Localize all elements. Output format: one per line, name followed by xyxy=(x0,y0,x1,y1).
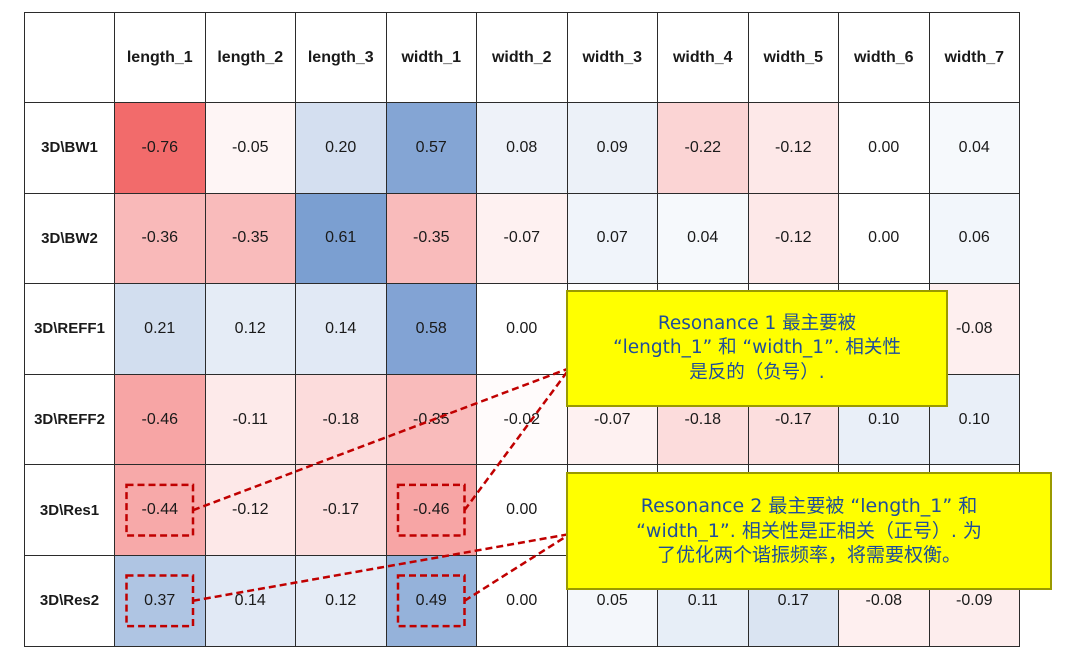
row-header: 3D\BW1 xyxy=(24,102,115,194)
heatmap-cell: -0.05 xyxy=(204,102,296,194)
heatmap-cell: -0.35 xyxy=(204,192,296,285)
column-header: length_3 xyxy=(295,12,387,103)
heatmap-cell: -0.17 xyxy=(295,464,387,556)
heatmap-cell: 0.09 xyxy=(566,102,658,194)
heatmap-cell: 0.00 xyxy=(476,464,568,556)
row-header: 3D\REFF1 xyxy=(24,283,115,375)
column-header: width_1 xyxy=(385,12,477,103)
heatmap-cell: 0.08 xyxy=(476,102,568,194)
callout-resonance-1: Resonance 1 最主要被 “length_1” 和 “width_1”.… xyxy=(566,290,948,407)
heatmap-cell: 0.14 xyxy=(204,554,296,647)
heatmap-cell: -0.11 xyxy=(204,373,296,466)
row-header: 3D\Res2 xyxy=(24,554,115,647)
row-header: 3D\BW2 xyxy=(24,192,115,285)
heatmap-cell: 0.14 xyxy=(295,283,387,375)
column-header: length_2 xyxy=(204,12,296,103)
column-header: width_5 xyxy=(747,12,839,103)
callout-resonance-2: Resonance 2 最主要被 “length_1” 和 “width_1”.… xyxy=(566,472,1052,590)
heatmap-cell: -0.12 xyxy=(204,464,296,556)
heatmap-cell: 0.04 xyxy=(928,102,1020,194)
column-header: length_1 xyxy=(114,12,206,103)
heatmap-cell: 0.12 xyxy=(204,283,296,375)
heatmap-cell: 0.20 xyxy=(295,102,387,194)
table-row: 3D\BW2 -0.36 -0.35 0.61 -0.35 -0.07 0.07 0.04 -0… xyxy=(24,192,1020,285)
heatmap-cell: -0.46 xyxy=(114,373,206,466)
row-header: 3D\Res1 xyxy=(24,464,115,556)
column-header: width_3 xyxy=(566,12,658,103)
heatmap-cell: -0.46 xyxy=(385,464,477,556)
heatmap-cell: 0.57 xyxy=(385,102,477,194)
heatmap-cell: -0.07 xyxy=(476,192,568,285)
heatmap-cell: -0.44 xyxy=(114,464,206,556)
header-row: length_1 length_2 length_3 width_1 width_2 wi… xyxy=(24,12,1020,103)
heatmap-cell: -0.12 xyxy=(747,192,839,285)
heatmap-cell: -0.35 xyxy=(385,373,477,466)
heatmap-cell: 0.00 xyxy=(838,102,930,194)
heatmap-cell: 0.06 xyxy=(928,192,1020,285)
heatmap-cell: -0.12 xyxy=(747,102,839,194)
column-header: width_4 xyxy=(657,12,749,103)
callout-resonance-2-text: Resonance 2 最主要被 “length_1” 和 “width_1”.… xyxy=(636,494,982,567)
column-header: width_6 xyxy=(838,12,930,103)
heatmap-cell: 0.00 xyxy=(476,554,568,647)
callout-resonance-1-text: Resonance 1 最主要被 “length_1” 和 “width_1”.… xyxy=(613,313,901,383)
heatmap-cell: 0.58 xyxy=(385,283,477,375)
row-header: 3D\REFF2 xyxy=(24,373,115,466)
heatmap-cell: 0.07 xyxy=(566,192,658,285)
heatmap-cell: 0.21 xyxy=(114,283,206,375)
heatmap-cell: -0.76 xyxy=(114,102,206,194)
heatmap-cell: 0.49 xyxy=(385,554,477,647)
corner-cell xyxy=(24,12,115,103)
heatmap-cell: -0.18 xyxy=(295,373,387,466)
heatmap-cell: 0.37 xyxy=(114,554,206,647)
table-row: 3D\BW1 -0.76 -0.05 0.20 0.57 0.08 0.09 -0.22 -0.… xyxy=(24,102,1020,194)
heatmap-cell: -0.02 xyxy=(476,373,568,466)
column-header: width_7 xyxy=(928,12,1020,103)
heatmap-cell: 0.12 xyxy=(295,554,387,647)
heatmap-cell: 0.00 xyxy=(476,283,568,375)
heatmap-cell: 0.00 xyxy=(838,192,930,285)
heatmap-cell: 0.04 xyxy=(657,192,749,285)
column-header: width_2 xyxy=(476,12,568,103)
heatmap-cell: -0.36 xyxy=(114,192,206,285)
heatmap-cell: 0.61 xyxy=(295,192,387,285)
heatmap-cell: -0.22 xyxy=(657,102,749,194)
heatmap-cell: -0.35 xyxy=(385,192,477,285)
